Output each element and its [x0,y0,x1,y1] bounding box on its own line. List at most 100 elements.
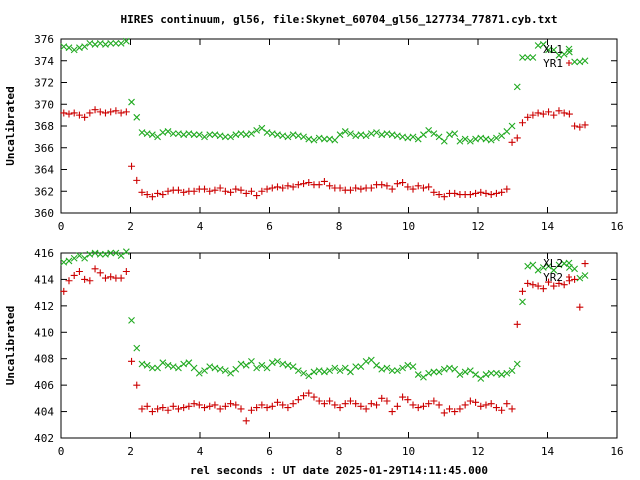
data-point [206,402,214,410]
data-point [451,365,459,373]
y-tick-label: 370 [34,98,54,111]
data-point [451,408,459,416]
data-point [409,401,417,409]
data-point [482,189,490,197]
data-point [143,191,151,199]
data-point [70,271,78,279]
data-point [91,265,99,273]
legend-marker [566,60,572,66]
data-point [81,43,89,51]
data-point [289,363,297,371]
data-point [346,186,354,194]
data-point [180,404,188,412]
data-point [534,42,542,49]
data-point [175,130,182,138]
data-point [508,405,516,413]
data-point [440,137,448,145]
data-point [289,400,297,408]
data-point [310,368,318,376]
data-point [75,111,83,119]
data-point [138,360,146,368]
data-point [420,131,427,139]
data-point [248,130,255,138]
data-point [472,371,479,378]
y-tick-label: 366 [34,142,54,155]
data-point [253,404,261,412]
data-point [357,363,365,371]
data-point [451,189,459,197]
data-point [169,402,177,410]
legend-marker [565,259,573,267]
x-tick-label: 0 [58,445,65,458]
data-point [185,130,193,138]
data-point [430,397,438,405]
data-point [86,39,94,47]
data-point [232,185,240,193]
data-point [164,187,172,195]
data-point [341,400,349,408]
data-point [425,369,433,377]
data-point [216,132,224,140]
y-tick-label: 402 [34,432,54,445]
data-point [102,250,109,258]
data-point [248,357,255,365]
data-point [117,252,125,260]
data-point [576,58,584,66]
data-point [107,39,115,47]
data-point [539,41,547,48]
data-point [581,272,589,279]
data-point [341,128,349,135]
data-point [190,187,198,195]
data-point [65,110,73,118]
data-point [65,44,73,52]
data-point [503,128,511,135]
data-point [508,138,516,146]
x-tick-label: 14 [541,220,555,233]
legend-label: XL1 [543,43,563,56]
data-point [383,364,391,372]
data-point [487,369,495,377]
data-point [545,262,552,270]
y-tick-label: 364 [34,164,54,177]
data-point [180,360,188,368]
data-point [232,401,240,409]
data-point [529,261,537,269]
data-point [128,98,135,106]
data-point [315,367,323,374]
data-point [466,191,474,199]
data-point [373,129,380,136]
data-point [393,367,401,374]
data-point [367,356,375,364]
data-point [321,368,328,376]
data-point [388,367,396,374]
data-point [560,109,568,117]
data-point [190,400,198,408]
data-point [446,131,453,139]
data-point [378,181,386,189]
top-plot-panel: 0 2 4 6 8 10 12 14 16 360 362 364 366 368 370 372 374 376… [4,33,624,233]
data-point [414,404,422,412]
data-point [107,273,115,281]
data-point [560,50,568,58]
data-point [206,187,214,195]
data-point [221,402,229,410]
data-point [263,404,271,412]
data-point [498,188,506,196]
x-tick-label: 4 [197,445,204,458]
data-point [320,177,328,185]
x-tick-label: 6 [266,445,273,458]
data-point [227,369,234,377]
y-tick-label: 414 [34,273,54,286]
data-point [216,405,224,413]
data-point [148,193,156,201]
data-point [128,357,136,365]
top-plot-frame [60,38,618,214]
x-tick-label: 8 [336,220,343,233]
data-point [336,404,344,412]
data-point [122,268,130,275]
data-point [227,133,234,141]
data-point [451,130,459,138]
data-point [268,130,276,138]
data-point [581,57,589,65]
data-point [195,369,203,377]
